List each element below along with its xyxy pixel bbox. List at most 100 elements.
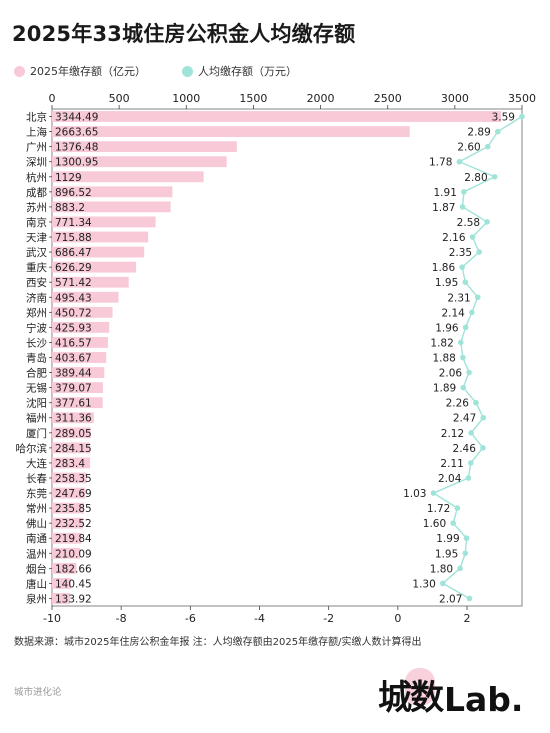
deposit-value-label: 284.15 [55,443,92,455]
logo-accent [405,668,435,706]
deposit-bar [52,367,105,378]
per-capita-value-label: 2.11 [440,458,463,470]
per-capita-point [440,580,446,587]
deposit-bar [52,442,91,454]
deposit-bar [52,306,113,318]
top-axis-tick-label: 2000 [307,92,335,105]
deposit-value-label: 1129 [55,172,82,184]
brand-logo: 城数 Lab. [378,670,523,719]
category-label: 唐山 [26,577,47,590]
per-capita-value-label: 2.60 [457,142,480,154]
deposit-value-label: 311.36 [55,413,92,425]
deposit-value-label: 626.29 [55,262,92,274]
deposit-bar [52,562,77,574]
deposit-value-label: 771.34 [55,217,92,229]
deposit-bar [52,321,110,333]
category-label: 济南 [26,291,47,304]
deposit-bar [52,397,103,409]
per-capita-point [476,249,482,255]
category-label: 杭州 [26,171,47,184]
deposit-bar [52,412,94,424]
per-capita-point [454,505,461,511]
per-capita-point [459,264,465,270]
per-capita-point [462,324,469,331]
bottom-axis-tick-label: -2 [323,612,334,625]
per-capita-point [462,279,469,285]
per-capita-value-label: 1.80 [430,563,453,575]
deposit-value-label: 416.57 [55,337,92,349]
per-capita-value-label: 1.95 [435,548,458,560]
deposit-bar [52,547,81,559]
deposit-value-label: 686.47 [55,247,92,259]
per-capita-value-label: 1.96 [435,322,459,334]
deposit-bar [52,352,107,363]
deposit-bar [52,487,86,499]
category-label: 西安 [26,276,47,289]
per-capita-point [480,414,487,421]
deposit-bar [52,472,87,484]
deposit-value-label: 379.07 [55,383,92,395]
category-label: 烟台 [26,562,47,575]
deposit-value-label: 1376.48 [55,142,98,154]
per-capita-value-label: 1.72 [427,503,450,515]
deposit-bar [52,291,119,303]
per-capita-value-label: 2.80 [464,172,487,184]
deposit-value-label: 232.52 [55,518,92,530]
deposit-value-label: 235.85 [55,503,92,515]
deposit-value-label: 258.35 [55,473,92,485]
legend-swatch-per-capita [182,65,193,77]
deposit-value-label: 1300.95 [55,157,98,169]
per-capita-value-label: 1.60 [423,518,446,530]
category-label: 南通 [26,532,47,545]
chart-title: 2025年33城住房公积金人均缴存额 [12,22,356,46]
category-label: 深圳 [26,157,47,169]
deposit-value-label: 425.93 [55,322,92,334]
top-axis-tick-label: 0 [49,92,56,105]
deposit-value-label: 571.42 [55,277,92,289]
per-capita-value-label: 1.78 [429,157,452,169]
per-capita-point [480,445,486,451]
deposit-bar [52,532,82,544]
bottom-axis-tick-label: 0 [394,612,401,625]
per-capita-value-label: 2.89 [467,127,490,139]
per-capita-value-label: 1.88 [432,353,455,365]
per-capita-value-label: 1.95 [435,277,458,289]
bottom-axis-tick-label: -4 [254,612,265,625]
deposit-value-label: 283.4 [55,458,85,470]
per-capita-point [456,158,463,165]
category-label: 宁波 [26,321,47,334]
deposit-bar [52,186,173,198]
chart-area: 0 500 1000 1500 2000 2500 3000 3500 -10 -8 -6 -4 -2 0… [16,92,537,625]
category-label: 青岛 [26,352,47,365]
deposit-bar [52,457,91,469]
per-capita-value-label: 1.87 [432,202,455,214]
legend: 2025年缴存额（亿元） 人均缴存额（万元） [14,63,333,79]
deposit-bar [52,261,137,273]
per-capita-point [457,565,463,572]
deposit-bar [52,141,237,153]
per-capita-value-label: 1.99 [436,533,459,545]
deposit-bar [52,111,502,122]
category-label: 哈尔滨 [16,442,48,455]
category-label: 福州 [26,412,47,425]
per-capita-value-label: 2.14 [441,307,465,319]
per-capita-value-label: 2.06 [439,368,463,380]
per-capita-point [462,550,469,557]
deposit-bar [52,231,149,243]
deposit-bar [52,382,103,394]
deposit-bar [52,502,84,514]
legend-item-deposit: 2025年缴存额（亿元） [14,63,146,79]
per-capita-value-label: 2.07 [439,593,462,605]
per-capita-value-label: 2.31 [447,292,470,304]
per-capita-value-label: 2.04 [438,473,462,485]
deposit-value-label: 377.61 [55,398,92,410]
per-capita-value-label: 1.03 [403,488,426,500]
deposit-bar [52,593,70,604]
deposit-bar [52,276,129,288]
per-capita-value-label: 2.16 [442,232,466,244]
deposit-value-label: 140.45 [55,578,92,590]
per-capita-value-label: 1.30 [412,578,435,590]
category-label: 天津 [26,232,47,244]
per-capita-point [466,369,472,376]
category-label: 广州 [26,142,47,154]
